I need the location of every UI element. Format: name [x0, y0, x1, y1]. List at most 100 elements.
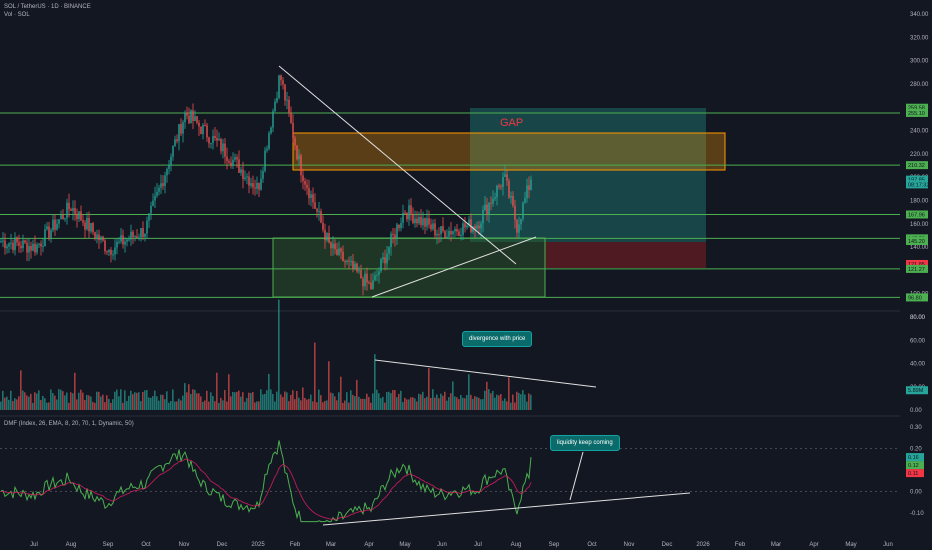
volume-bar: [464, 398, 466, 410]
volume-bar: [344, 400, 346, 410]
candle-body: [48, 226, 50, 238]
volume-bar: [92, 401, 94, 410]
candle-body: [228, 161, 230, 163]
dmf-badge: [906, 469, 924, 478]
volume-bar: [390, 393, 392, 410]
volume-bar: [358, 396, 360, 410]
volume-bar: [8, 399, 10, 410]
volume-bar: [250, 393, 252, 410]
volume-bar: [340, 376, 342, 410]
candle-body: [176, 139, 178, 142]
volume-bar: [482, 399, 484, 410]
candle-body: [144, 233, 146, 237]
volume-bar: [154, 390, 156, 410]
volume-bar: [176, 401, 178, 410]
candle-body: [290, 112, 292, 123]
candle-body: [136, 236, 138, 238]
candle-body: [270, 127, 272, 134]
candle-body: [62, 214, 64, 219]
volume-bar: [16, 399, 18, 410]
candle-body: [348, 260, 350, 262]
volume-bar: [298, 397, 300, 410]
volume-bar: [454, 396, 456, 410]
volume-bar: [118, 396, 120, 410]
volume-bar: [174, 401, 176, 410]
price-badges: 259.58255.10210.32197.8508:17:32167.9614…: [906, 103, 929, 478]
volume-bar: [164, 399, 166, 410]
candle-body: [422, 218, 424, 226]
candle-body: [138, 237, 140, 239]
candle-body: [36, 244, 38, 253]
price-badge: [906, 237, 928, 246]
volume-bar: [126, 401, 128, 410]
volume-bar: [356, 379, 358, 410]
volume-bar: [354, 396, 356, 410]
candle-body: [234, 157, 236, 160]
time-tick-label: Mar: [771, 542, 781, 548]
volume-bar: [510, 402, 512, 410]
price-tick-label: 140.00: [910, 245, 929, 251]
candle-body: [406, 213, 408, 220]
volume-bar: [98, 391, 100, 410]
volume-bar: [114, 391, 116, 410]
candle-body: [132, 231, 134, 238]
liquidity-pointer-line: [569, 451, 584, 501]
candle-body: [530, 179, 532, 190]
candle-body: [478, 225, 480, 229]
volume-bar: [48, 402, 50, 410]
volume-bar: [286, 392, 288, 410]
volume-bar: [42, 395, 44, 410]
candle-body: [522, 202, 524, 219]
volume-bar: [76, 399, 78, 410]
candle-body: [428, 218, 430, 225]
candle-body: [154, 195, 156, 201]
candle-body: [66, 202, 68, 219]
time-tick-label: Jul: [474, 542, 482, 548]
volume-bar: [242, 392, 244, 410]
volume-bar: [306, 399, 308, 410]
volume-bar: [392, 390, 394, 410]
volume-bar: [222, 400, 224, 410]
price-tick-label: 300.00: [910, 59, 929, 65]
volume-bar: [120, 389, 122, 410]
candle-body: [206, 125, 208, 138]
dmf-tick-label: -0.10: [910, 511, 924, 517]
volume-bar: [384, 402, 386, 410]
candle-body: [54, 219, 56, 230]
candle-body: [10, 242, 12, 244]
volume-bar: [518, 392, 520, 410]
candle-body: [416, 218, 418, 224]
volume-bar: [46, 402, 48, 410]
volume-bar: [132, 394, 134, 410]
volume-title: Vol · SOL: [4, 12, 30, 18]
volume-bar: [224, 390, 226, 410]
time-tick-label: 2026: [696, 542, 710, 548]
volume-bar: [316, 402, 318, 410]
candle-body: [130, 231, 132, 240]
volume-bar: [490, 393, 492, 410]
volume-bar: [34, 392, 36, 410]
time-tick-label: 2025: [251, 542, 265, 548]
candle-body: [2, 240, 4, 242]
candle-body: [226, 156, 228, 162]
volume-bar: [210, 392, 212, 410]
volume-bar: [282, 397, 284, 410]
candle-body: [308, 188, 310, 199]
volume-bar: [178, 398, 180, 410]
volume-bar: [116, 389, 118, 410]
candle-body: [174, 139, 176, 147]
volume-badge: [906, 386, 928, 395]
candle-body: [464, 223, 466, 228]
candle-body: [274, 101, 276, 112]
candle-body: [250, 183, 252, 186]
volume-bar: [52, 392, 54, 410]
time-tick-label: Apr: [809, 542, 818, 548]
downtrend-line: [278, 65, 517, 265]
candle-body: [404, 212, 406, 214]
volume-bar: [38, 390, 40, 410]
candle-body: [30, 245, 32, 251]
candle-body: [294, 137, 296, 146]
candle-body: [44, 229, 46, 247]
volume-bar: [368, 396, 370, 410]
candle-body: [78, 211, 80, 220]
